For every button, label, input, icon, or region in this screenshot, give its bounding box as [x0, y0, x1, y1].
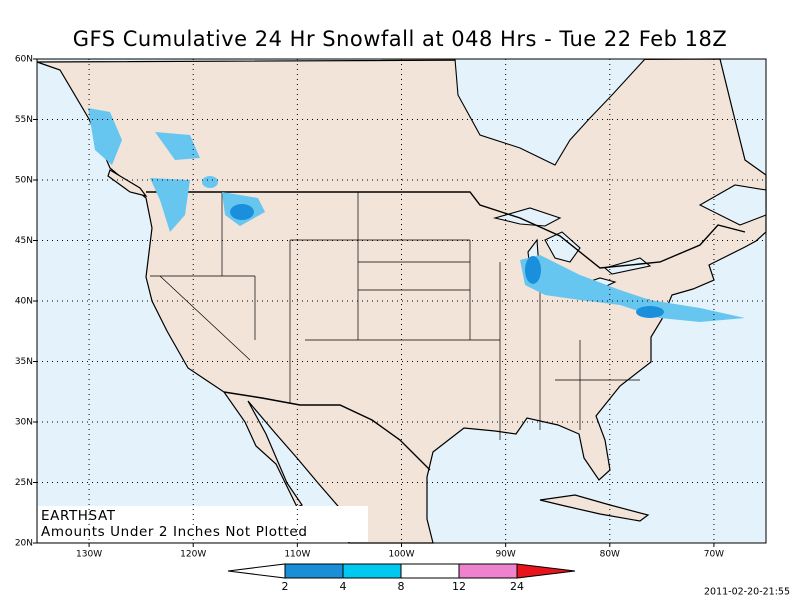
y-tick-label: 40N: [15, 297, 33, 307]
vancouver-island: [107, 169, 148, 197]
x-tick-label: 90W: [495, 550, 515, 560]
y-tick-label: 20N: [15, 539, 33, 549]
snow-area: [636, 306, 664, 318]
x-tick-label: 130W: [76, 550, 102, 560]
legend-label: 2: [282, 580, 289, 593]
y-tick-label: 30N: [15, 418, 33, 428]
snow-area: [88, 108, 122, 165]
y-tick-label: 45N: [15, 236, 33, 246]
y-tick-label: 25N: [15, 478, 33, 488]
timestamp: 2011-02-20-21:55: [704, 587, 790, 598]
snow-area: [155, 132, 200, 160]
snow-area: [230, 204, 254, 220]
x-tick-label: 120W: [180, 550, 206, 560]
snowfall: [88, 108, 745, 322]
legend-label: 4: [340, 580, 347, 593]
legend-swatch: [400, 563, 460, 579]
credit: EARTHSAT: [41, 508, 116, 524]
snow-area: [202, 176, 218, 188]
x-tick-label: 80W: [600, 550, 620, 560]
legend-arrow-high: [516, 563, 576, 579]
hudson-bay: [454, 58, 647, 166]
legend-label: 12: [452, 580, 466, 593]
legend-label: 8: [398, 580, 405, 593]
cuba: [539, 494, 650, 522]
us-canada-border: [146, 191, 746, 269]
legend-label: 24: [510, 580, 524, 593]
legend-swatch: [458, 563, 518, 579]
legend-swatch: [342, 563, 402, 579]
y-tick-label: 60N: [15, 55, 33, 65]
note-box: [38, 506, 368, 542]
title: GFS Cumulative 24 Hr Snowfall at 048 Hrs…: [73, 27, 728, 51]
legend: 2 4 8 12 24: [227, 563, 576, 593]
note: Amounts Under 2 Inches Not Plotted: [41, 524, 308, 540]
us-mexico-border: [223, 391, 431, 471]
snow-area: [150, 178, 190, 232]
y-tick-label: 55N: [15, 115, 33, 125]
x-tick-label: 110W: [284, 550, 310, 560]
y-tick-label: 35N: [15, 357, 33, 367]
y-tick-label: 50N: [15, 176, 33, 186]
snow-area: [525, 256, 541, 284]
snow-area: [520, 255, 745, 322]
legend-arrow-low: [227, 563, 286, 579]
state-lines: [150, 192, 651, 440]
map: EARTHSAT Amounts Under 2 Inches Not Plot…: [36, 58, 767, 544]
x-tick-label: 70W: [704, 550, 724, 560]
x-tick-label: 100W: [388, 550, 414, 560]
legend-swatch: [284, 563, 344, 579]
